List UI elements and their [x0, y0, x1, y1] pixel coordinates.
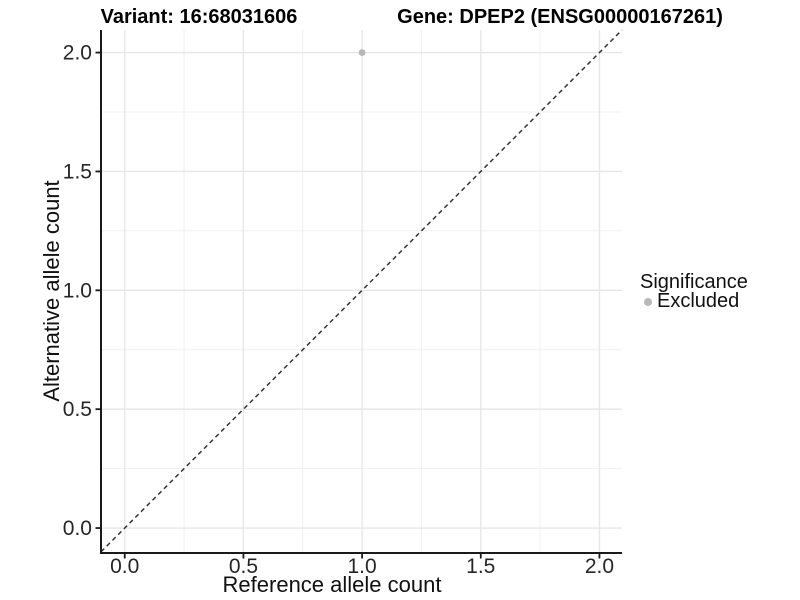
legend-item-excluded: Excluded [640, 290, 748, 312]
data-point-excluded [358, 49, 366, 56]
x-tick-label: 0.0 [110, 555, 139, 578]
y-tick-label: 0.5 [63, 398, 92, 421]
legend-title: Significance [640, 271, 748, 293]
plot-title-gene: Gene: DPEP2 (ENSG00000167261) [397, 6, 723, 28]
plot-title-variant: Variant: 16:68031606 [100, 6, 298, 28]
y-axis-title: Alternative allele count [39, 180, 64, 402]
legend: Significance Excluded [640, 272, 748, 311]
y-tick-label: 0.0 [63, 517, 92, 540]
y-tick-label: 2.0 [63, 42, 92, 65]
x-tick-label: 1.5 [466, 555, 495, 578]
x-tick-label: 1.0 [347, 555, 376, 578]
x-tick-label: 0.5 [229, 555, 258, 578]
y-tick-label: 1.5 [63, 160, 92, 183]
excluded-point-marker-icon [644, 297, 652, 306]
x-tick-label: 2.0 [585, 555, 614, 578]
y-tick-label: 1.0 [63, 279, 92, 302]
legend-item-label: Excluded [657, 290, 740, 312]
x-axis-title: Reference allele count [222, 572, 442, 597]
identity-dashed-line [100, 29, 623, 553]
